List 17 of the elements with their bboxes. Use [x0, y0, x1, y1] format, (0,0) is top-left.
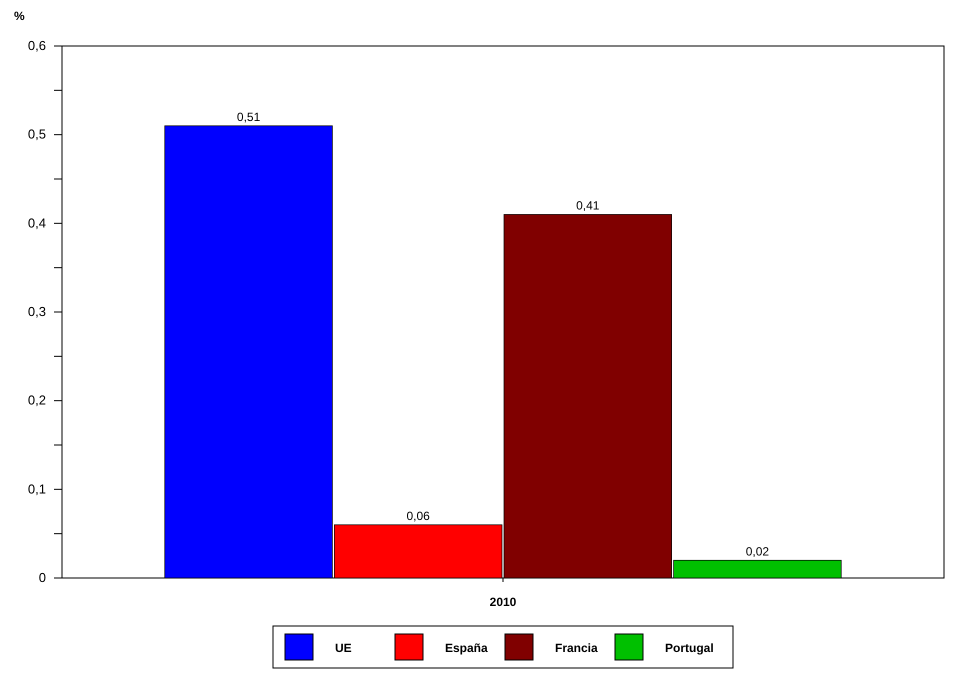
- y-tick-label: 0,5: [28, 126, 46, 142]
- y-tick-label: 0,6: [28, 38, 46, 53]
- x-axis-title: 2010: [490, 595, 517, 609]
- text: 0,51: [236, 110, 260, 124]
- y-tick-label: 0,1: [28, 481, 46, 496]
- legend-label: UE: [335, 641, 352, 655]
- legend-label: Portugal: [665, 641, 714, 655]
- text: 0,02: [746, 544, 770, 558]
- y-tick-label: 0,4: [28, 215, 46, 230]
- y-tick-label: 0,2: [28, 392, 46, 408]
- y-axis-title: %: [14, 9, 25, 23]
- legend-label: Francia: [555, 641, 598, 655]
- text: 0,06: [406, 508, 430, 523]
- y-tick-label: 0,3: [28, 304, 46, 319]
- text: 0,41: [576, 198, 600, 212]
- legend-label: España: [445, 641, 488, 655]
- y-tick-label: 0: [38, 570, 46, 585]
